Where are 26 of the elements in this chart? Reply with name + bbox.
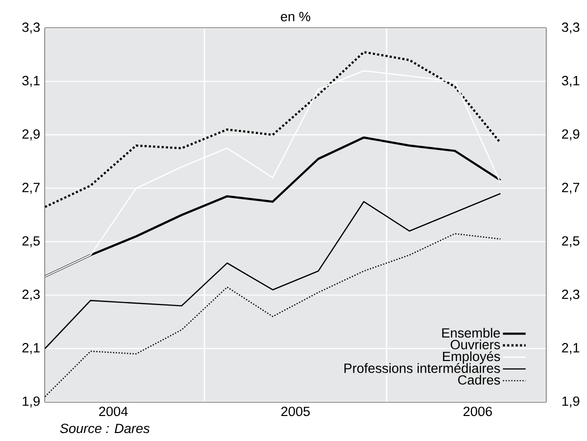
y2-tick-label: 1,9 [562,396,580,408]
y2-tick-label: 2,7 [562,182,580,194]
y-tick-label: 2,7 [22,182,40,194]
chart-title: en % [280,12,310,22]
legend-label: Employés [443,351,500,364]
y-tick-label: 2,5 [22,236,40,248]
y-tick-label: 2,9 [22,129,40,140]
y2-tick-label: 2,9 [562,129,580,140]
legend-label: Professions intermédiaires [344,363,500,373]
x-tick-label: 2005 [281,406,310,416]
legend-label: Ouvriers [450,340,500,350]
y2-tick-label: 3,3 [562,22,580,34]
y-tick-label: 3,3 [22,22,40,34]
x-tick-label: 2004 [99,406,128,416]
x-tick-label: 2006 [464,406,492,416]
legend-label: Ensemble [442,328,500,338]
legend-label: Cadres [458,374,500,385]
y2-tick-label: 3,1 [562,76,580,87]
y-tick-label: 2,3 [22,290,40,301]
y-tick-label: 2,1 [22,343,40,354]
y2-tick-label: 2,3 [562,290,580,301]
source-note: Source : Dares [60,424,150,434]
y2-tick-label: 2,1 [562,343,580,354]
y-tick-label: 1,9 [22,396,40,408]
y2-tick-label: 2,5 [562,236,580,248]
y-tick-label: 3,1 [22,76,40,87]
